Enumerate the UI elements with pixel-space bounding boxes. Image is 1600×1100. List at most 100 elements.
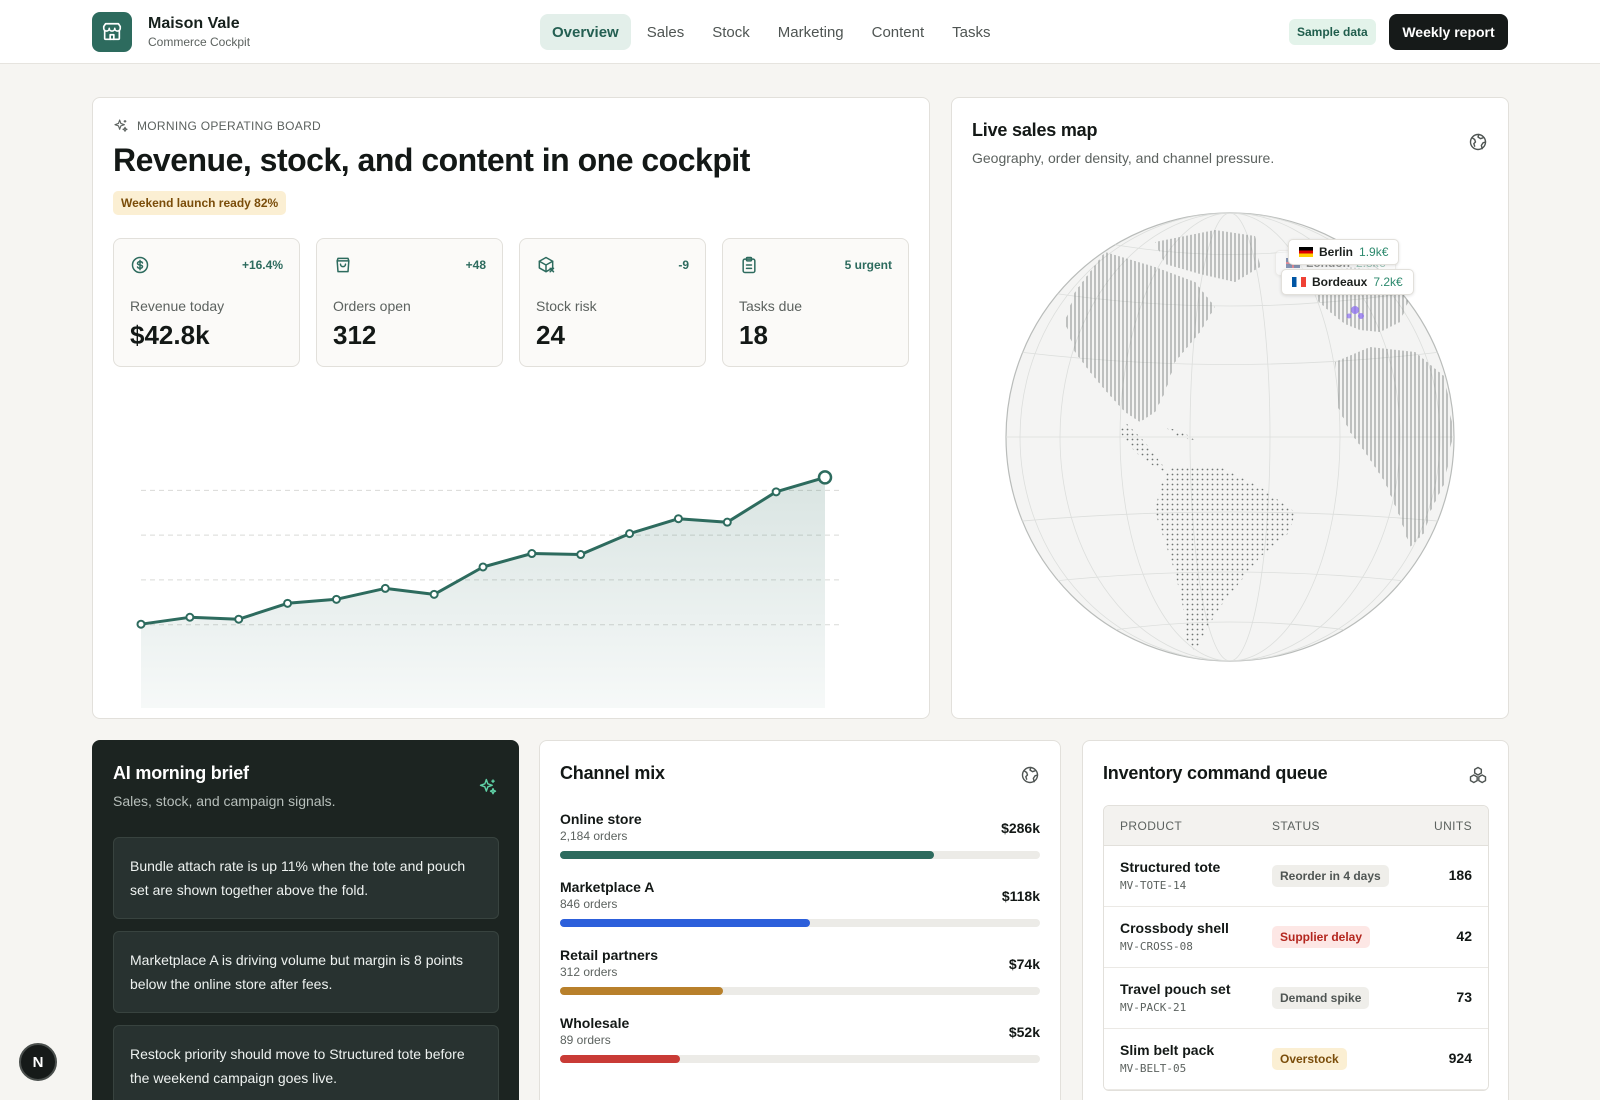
trend-point[interactable]	[331, 594, 341, 604]
status-badge: Demand spike	[1272, 987, 1370, 1009]
live-sales-map-card: Live sales map Geography, order density,…	[951, 97, 1509, 719]
channel-mix-card: Channel mix Online store 2,184 orders $286…	[539, 740, 1061, 1100]
eyebrow: MORNING OPERATING BOARD	[113, 118, 321, 134]
clipboard-icon	[742, 256, 756, 274]
trend-point[interactable]	[136, 619, 146, 629]
city-amount: 1.9k€	[1359, 245, 1389, 259]
trend-point[interactable]	[185, 612, 195, 622]
channel-row[interactable]: Retail partners 312 orders $74k	[560, 947, 1040, 997]
kpi-value: 312	[333, 320, 377, 350]
trend-point[interactable]	[576, 550, 586, 560]
trend-point[interactable]	[234, 614, 244, 624]
product-units: 73	[1456, 989, 1472, 1005]
nav-stock[interactable]: Stock	[712, 23, 750, 41]
table-row[interactable]: Travel pouch set MV-PACK-21 Demand spike 73	[1104, 968, 1488, 1029]
boxes-icon[interactable]	[1468, 765, 1488, 785]
channel-row[interactable]: Wholesale 89 orders $52k	[560, 1015, 1040, 1065]
product-sku: MV-TOTE-14	[1120, 879, 1187, 892]
table-row[interactable]: Slim belt pack MV-BELT-05 Overstock 924	[1104, 1029, 1488, 1090]
nav-marketing[interactable]: Marketing	[777, 23, 844, 41]
product-name: Travel pouch set	[1120, 981, 1231, 997]
kpi-label: Orders open	[333, 298, 411, 314]
kpi-value: 24	[536, 320, 565, 350]
sample-data-badge: Sample data	[1289, 19, 1376, 45]
trend-point[interactable]	[722, 517, 732, 527]
germany-flag-icon	[1299, 247, 1313, 257]
trend-point[interactable]	[380, 583, 390, 593]
inventory-table: PRODUCT STATUS UNITS Structured tote MV-T…	[1103, 805, 1489, 1091]
channel-mix-title: Channel mix	[560, 763, 665, 783]
brief-item[interactable]: Bundle attach rate is up 11% when the to…	[113, 837, 499, 919]
nav-overview[interactable]: Overview	[540, 14, 631, 50]
nav-content[interactable]: Content	[871, 23, 925, 41]
revenue-trend-svg	[136, 470, 843, 726]
table-row[interactable]: Structured tote MV-TOTE-14 Reorder in 4 da…	[1104, 846, 1488, 907]
globe-icon[interactable]	[1020, 765, 1040, 785]
kpi-delta: -9	[678, 258, 689, 272]
globe-icon[interactable]	[1468, 132, 1488, 152]
kpi-revenue-today[interactable]: +16.4% Revenue today $42.8k	[113, 238, 300, 367]
channel-orders: 89 orders	[560, 1033, 611, 1047]
channel-bar-track	[560, 919, 1040, 927]
brief-title: AI morning brief	[113, 763, 249, 783]
channel-name: Online store	[560, 811, 642, 827]
kpi-label: Stock risk	[536, 298, 597, 314]
trend-point[interactable]	[478, 562, 488, 572]
trend-point[interactable]	[527, 549, 537, 559]
kpi-tasks-due[interactable]: 5 urgent Tasks due 18	[722, 238, 909, 367]
page-title: Revenue, stock, and content in one cockp…	[113, 142, 750, 178]
kpi-row: +16.4% Revenue today $42.8k +48 Orders o…	[113, 238, 925, 367]
sparkles-icon	[479, 778, 497, 795]
status-badge: Reorder in 4 days	[1272, 865, 1389, 887]
map-subtitle: Geography, order density, and channel pr…	[972, 150, 1275, 166]
sales-globe[interactable]: London 2.8k€ Berlin 1.9k€ Bordeaux 7.2k€	[1005, 212, 1455, 662]
kpi-label: Tasks due	[739, 298, 803, 314]
sparkles-icon	[114, 119, 128, 132]
france-flag-icon	[1292, 277, 1306, 287]
nav-sales[interactable]: Sales	[646, 23, 685, 41]
column-status[interactable]: STATUS	[1272, 819, 1320, 833]
table-header: PRODUCT STATUS UNITS	[1104, 806, 1488, 846]
dollar-icon	[131, 256, 149, 274]
trend-point[interactable]	[673, 514, 683, 524]
product-units: 186	[1448, 867, 1472, 883]
nav-tasks[interactable]: Tasks	[952, 23, 991, 41]
brand[interactable]: Maison Vale Commerce Cockpit	[92, 12, 250, 52]
kpi-value: $42.8k	[130, 320, 210, 350]
trend-point[interactable]	[283, 598, 293, 608]
weekly-report-button[interactable]: Weekly report	[1389, 14, 1508, 50]
table-row[interactable]: Crossbody shell MV-CROSS-08 Supplier delay…	[1104, 907, 1488, 968]
channel-bar-fill	[560, 987, 724, 995]
brief-subtitle: Sales, stock, and campaign signals.	[113, 793, 336, 809]
column-units[interactable]: UNITS	[1434, 819, 1472, 833]
channel-bar-track	[560, 851, 1040, 859]
brief-item[interactable]: Marketplace A is driving volume but marg…	[113, 931, 499, 1013]
channel-orders: 846 orders	[560, 897, 618, 911]
product-name: Crossbody shell	[1120, 920, 1229, 936]
revenue-trend-chart	[113, 428, 913, 726]
channel-bar-track	[560, 1055, 1040, 1063]
channel-value: $74k	[1008, 956, 1040, 972]
trend-point[interactable]	[429, 589, 439, 599]
inventory-queue-card: Inventory command queue PRODUCT STATUS U…	[1082, 740, 1509, 1100]
trend-point[interactable]	[625, 529, 635, 539]
kpi-delta: 5 urgent	[844, 258, 892, 272]
kpi-label: Revenue today	[130, 298, 225, 314]
city-name: Berlin	[1319, 245, 1354, 259]
channel-bar-fill	[560, 919, 810, 927]
brief-item[interactable]: Restock priority should move to Structur…	[113, 1025, 499, 1100]
status-badge: Supplier delay	[1272, 926, 1371, 948]
city-tag-bordeaux[interactable]: Bordeaux 7.2k€	[1281, 269, 1414, 295]
channel-row[interactable]: Online store 2,184 orders $286k	[560, 811, 1040, 861]
ai-morning-brief-card: AI morning brief Sales, stock, and campa…	[92, 740, 519, 1100]
trend-point[interactable]	[771, 487, 781, 497]
dev-tools-button[interactable]: N	[19, 1043, 57, 1081]
channel-row[interactable]: Marketplace A 846 orders $118k	[560, 879, 1040, 929]
trend-point[interactable]	[817, 470, 833, 485]
kpi-orders-open[interactable]: +48 Orders open 312	[316, 238, 503, 367]
channel-bar-track	[560, 987, 1040, 995]
product-sku: MV-PACK-21	[1120, 1001, 1187, 1014]
kpi-stock-risk[interactable]: -9 Stock risk 24	[519, 238, 706, 367]
city-tag-berlin[interactable]: Berlin 1.9k€	[1288, 239, 1400, 265]
column-product[interactable]: PRODUCT	[1120, 819, 1183, 833]
